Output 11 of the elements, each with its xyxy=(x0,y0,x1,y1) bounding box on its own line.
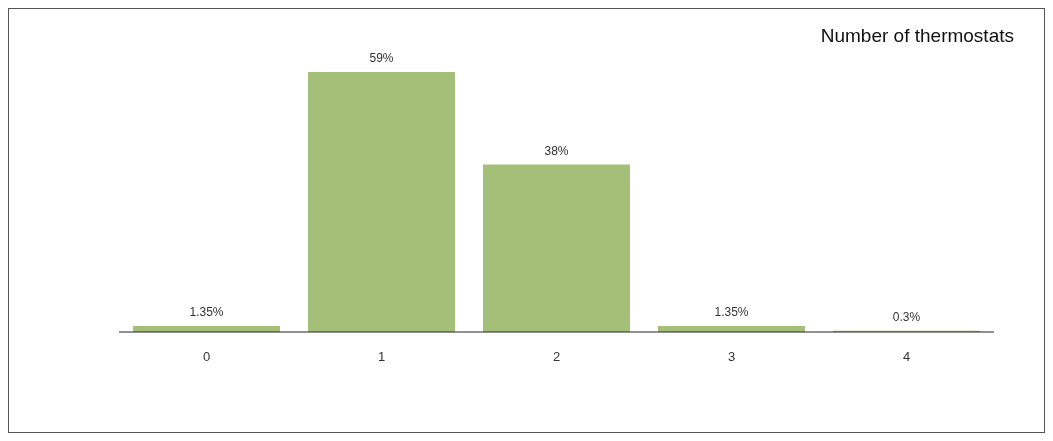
x-tick-label: 0 xyxy=(202,349,211,365)
data-label: 38% xyxy=(544,143,569,158)
data-label: 1.35% xyxy=(714,305,749,320)
x-tick-label: 4 xyxy=(902,349,911,365)
x-tick-label: 3 xyxy=(727,349,736,365)
x-tick-label: 2 xyxy=(552,349,561,365)
data-label: 59% xyxy=(369,51,394,65)
data-label: 0.3% xyxy=(892,309,921,324)
x-tick-label: 1 xyxy=(377,349,386,365)
data-label: 1.35% xyxy=(189,305,224,320)
chart-title: Number of thermostats xyxy=(820,25,1014,47)
